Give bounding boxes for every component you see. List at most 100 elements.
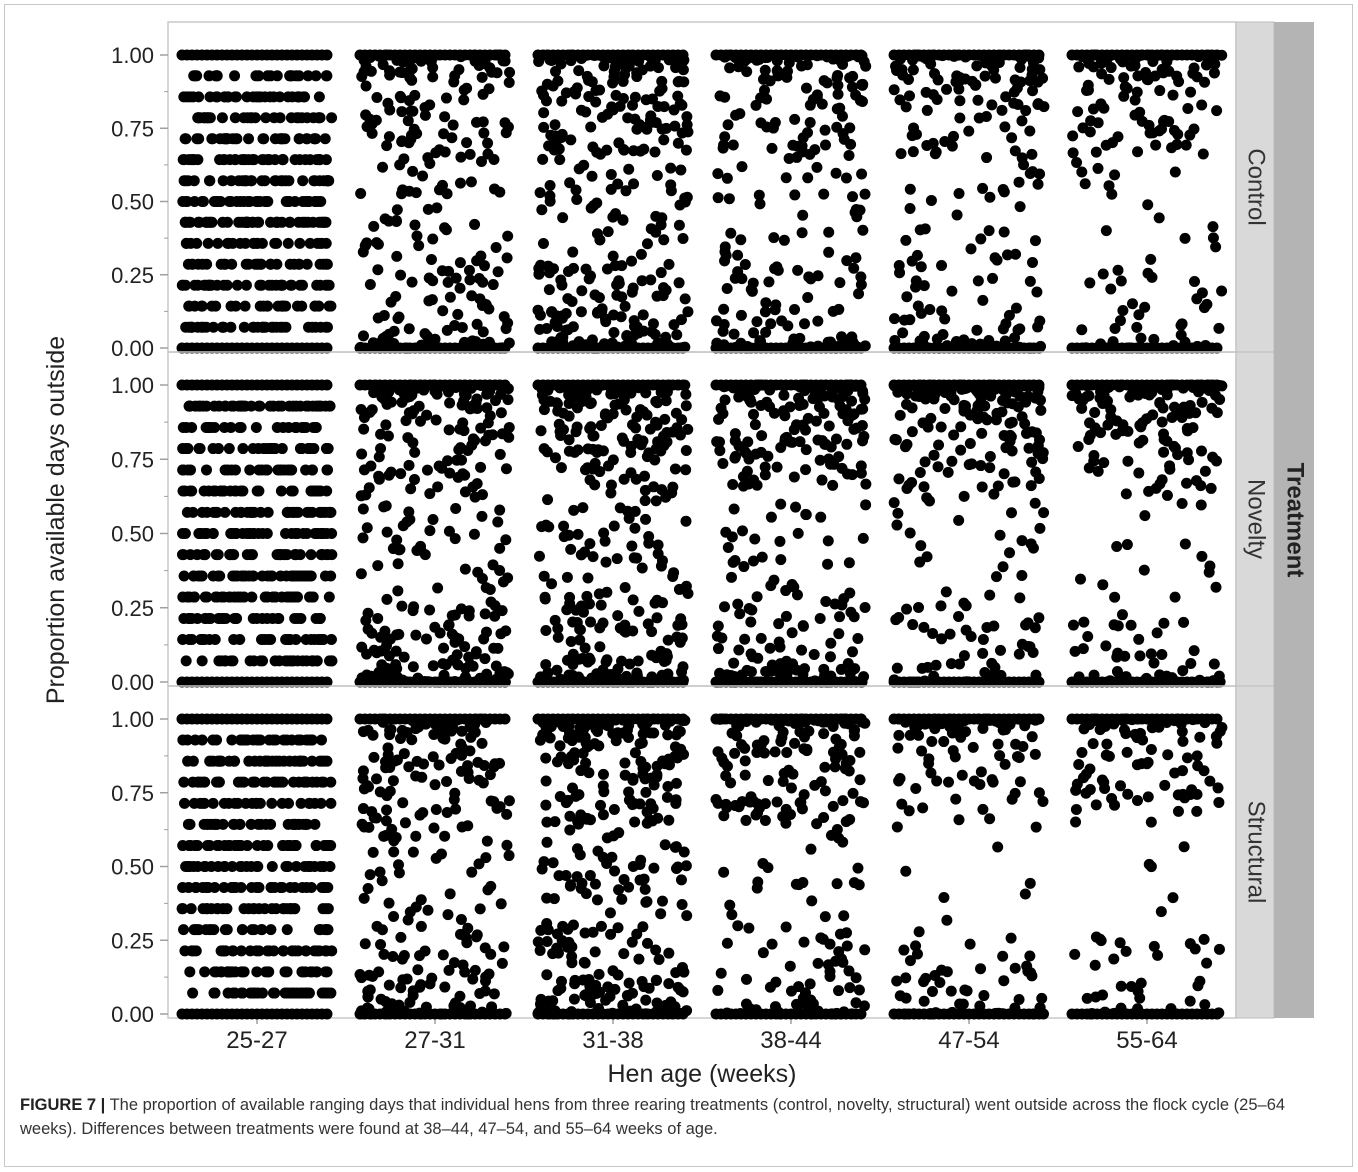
data-point [791,589,803,601]
data-point [362,724,374,736]
data-point [972,275,984,287]
data-point [410,629,422,641]
data-point [302,216,314,228]
data-point [1026,426,1038,438]
data-point [231,279,243,291]
data-point [443,525,455,537]
data-point [1010,302,1022,314]
data-point [971,60,983,72]
data-point [1210,241,1222,253]
data-point [265,258,277,270]
data-point [271,421,283,433]
data-point [624,658,636,670]
data-point [814,612,826,624]
data-point [555,462,567,474]
data-point [483,83,495,95]
data-point [990,571,1002,583]
data-point [283,797,295,809]
data-point [235,966,247,978]
data-point [935,421,947,433]
data-point [287,485,299,497]
data-point [549,614,561,626]
data-point [207,755,219,767]
data-point [792,527,804,539]
data-point [904,203,916,215]
data-point [632,655,644,667]
data-point [857,532,869,544]
data-point [841,438,853,450]
data-point [987,272,999,284]
data-point [827,479,839,491]
data-point [1006,416,1018,428]
data-point [787,139,799,151]
data-point [551,320,563,332]
data-point [269,175,281,187]
y-tick-label: 0.50 [111,855,154,880]
data-point [1032,386,1044,398]
data-point [594,622,606,634]
data-point [325,776,337,788]
data-point [210,818,222,830]
data-point [741,66,753,78]
data-point [977,182,989,194]
data-point [495,407,507,419]
data-point [942,341,954,353]
data-point [199,776,211,788]
data-point [830,433,842,445]
data-point [1111,540,1123,552]
data-point [280,528,292,539]
data-point [651,170,663,182]
data-point [755,632,767,644]
data-point [474,988,486,1000]
data-point [889,334,901,346]
data-point [229,797,241,809]
data-point [321,342,333,354]
data-point [388,846,400,858]
data-point [474,672,486,684]
data-point [712,620,724,632]
data-point [1117,304,1129,316]
data-point [1166,411,1178,423]
data-point [620,404,632,416]
data-point [765,511,777,523]
data-point [373,50,385,62]
data-point [318,216,330,228]
data-point [855,271,867,283]
data-point [804,148,816,160]
data-point [184,818,196,830]
data-point [424,488,436,500]
data-point [358,673,370,685]
data-point [190,945,202,957]
data-point [450,632,462,644]
data-point [493,379,505,391]
data-point [358,892,370,904]
data-point [459,563,471,575]
data-point [724,62,736,74]
data-point [906,255,918,267]
data-point [549,452,561,464]
data-point [598,527,610,539]
data-point [675,164,687,176]
data-point [461,137,473,149]
data-point [185,237,197,249]
data-point [801,59,813,71]
data-point [728,657,740,669]
data-point [409,446,421,458]
data-point [783,50,795,62]
data-point [314,175,326,187]
data-point [368,812,380,824]
data-point [262,966,274,978]
data-point [237,443,249,455]
data-point [619,300,631,312]
data-point [357,503,369,515]
y-tick-label: 0.25 [111,928,154,953]
data-point [427,71,439,83]
data-point [1179,336,1191,348]
data-point [679,341,691,353]
data-point [842,50,854,62]
data-point [222,237,234,249]
data-point [358,423,370,435]
data-point [244,464,256,476]
data-point [1185,86,1197,98]
data-point [958,334,970,346]
